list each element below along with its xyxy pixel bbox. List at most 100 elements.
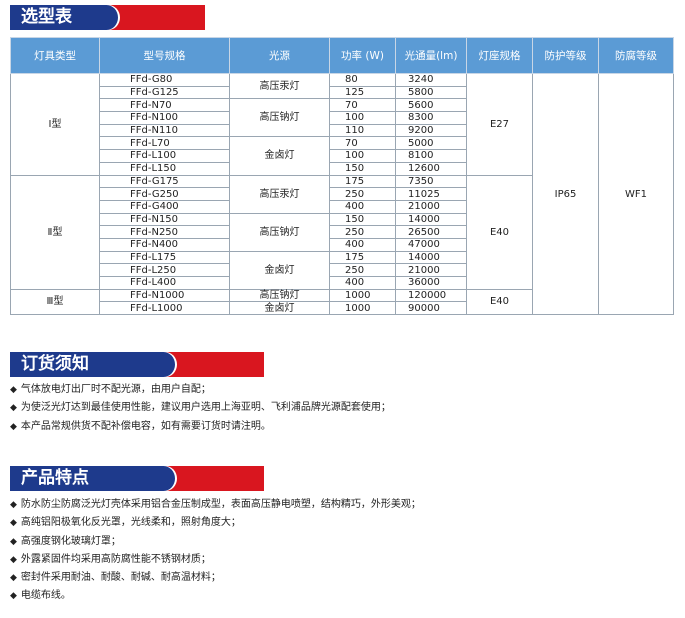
diamond-bullet-icon: ◆ <box>10 421 17 432</box>
flux-cell: 21000 <box>395 199 467 214</box>
model-cell: FFd-N1000 <box>99 288 230 303</box>
list-item-text: 高纯铝阳极氧化反光罩，光线柔和，照射角度大； <box>20 517 241 529</box>
list-item: ◆ 高强度钢化玻璃灯罩； <box>10 533 421 551</box>
flux-cell: 9200 <box>395 123 467 138</box>
table-row: FFd-G125 125 5800 <box>11 85 674 100</box>
section-title: 选型表 <box>10 5 118 30</box>
table-row: FFd-L400 400 36000 <box>11 276 674 290</box>
flux-cell: 14000 <box>395 212 467 227</box>
table-row: FFd-G400 400 21000 <box>11 199 674 214</box>
flux-cell: 7350 <box>395 174 467 189</box>
features-list: ◆ 防水防尘防腐泛光灯壳体采用铝合金压制成型，表面高压静电喷塑，结构精巧，外形美观… <box>10 496 421 606</box>
light-source: 高压汞灯 <box>229 174 330 214</box>
flux-cell: 12600 <box>395 161 467 176</box>
flux-cell: 5600 <box>395 98 467 113</box>
power-cell: 1000 <box>329 301 396 316</box>
list-item-text: 防水防尘防腐泛光灯壳体采用铝合金压制成型，表面高压静电喷塑，结构精巧，外形美观； <box>20 499 421 510</box>
column-header: 防护等级 <box>532 37 599 74</box>
column-header: 防腐等级 <box>598 37 674 74</box>
flux-cell: 14000 <box>395 250 467 265</box>
lamp-type: Ⅲ型 <box>10 288 100 316</box>
model-cell: FFd-L100 <box>99 149 230 163</box>
model-cell: FFd-N400 <box>99 237 230 252</box>
power-cell: 175 <box>329 250 396 265</box>
list-item-text: 本产品常规供货不配补偿电容，如有需要订货时请注明。 <box>20 420 271 432</box>
flux-cell: 90000 <box>395 301 467 316</box>
diamond-bullet-icon: ◆ <box>10 500 17 510</box>
power-cell: 150 <box>329 212 396 227</box>
power-cell: 100 <box>329 149 396 163</box>
list-item-text: 高强度钢化玻璃灯罩； <box>20 535 121 547</box>
light-source: 金卤灯 <box>229 250 330 290</box>
selection-table: 灯具类型 型号规格 光源 功率 (W) 光通量(lm) 灯座规格 防护等级 防腐等级 Ⅰ型 FF… <box>10 37 674 316</box>
lamp-type: Ⅰ型 <box>10 73 100 176</box>
model-cell: FFd-L150 <box>99 161 230 176</box>
model-cell: FFd-G250 <box>99 187 230 201</box>
column-header: 功率 (W) <box>329 37 396 74</box>
list-item: ◆ 本产品常规供货不配补偿电容，如有需要订货时请注明。 <box>10 418 391 436</box>
power-cell: 80 <box>329 73 396 87</box>
flux-cell: 5800 <box>395 85 467 100</box>
model-cell: FFd-L400 <box>99 276 230 290</box>
socket-cell: E40 <box>466 288 533 316</box>
model-cell: FFd-L175 <box>99 250 230 265</box>
list-item-text: 为使泛光灯达到最佳使用性能，建议用户选用上海亚明、飞利浦品牌光源配套使用； <box>20 402 391 414</box>
flux-cell: 47000 <box>395 237 467 252</box>
flux-cell: 8300 <box>395 111 467 125</box>
column-header: 型号规格 <box>99 37 230 74</box>
list-item: ◆ 外露紧固件均采用高防腐性能不锈钢材质； <box>10 551 421 569</box>
power-cell: 1000 <box>329 288 396 303</box>
light-source: 高压汞灯 <box>229 72 330 100</box>
model-cell: FFd-G400 <box>99 199 230 214</box>
flux-cell: 11025 <box>395 187 467 201</box>
power-cell: 400 <box>329 199 396 214</box>
flux-cell: 8100 <box>395 149 467 163</box>
list-item: ◆ 为使泛光灯达到最佳使用性能，建议用户选用上海亚明、飞利浦品牌光源配套使用； <box>10 399 391 417</box>
list-item-text: 气体放电灯出厂时不配光源，由用户自配； <box>20 384 211 395</box>
light-source: 高压钠灯 <box>229 212 330 252</box>
list-item-text: 电缆布线。 <box>20 590 71 602</box>
column-header: 光源 <box>229 37 330 74</box>
model-cell: FFd-G80 <box>99 73 230 87</box>
power-cell: 250 <box>329 225 396 239</box>
diamond-bullet-icon: ◆ <box>10 385 17 395</box>
power-cell: 110 <box>329 123 396 138</box>
power-cell: 150 <box>329 161 396 176</box>
model-cell: FFd-L1000 <box>99 301 230 316</box>
list-item-text: 外露紧固件均采用高防腐性能不锈钢材质； <box>20 553 211 565</box>
socket-cell: E40 <box>466 174 533 290</box>
column-header: 灯具类型 <box>10 37 100 74</box>
model-cell: FFd-N150 <box>99 212 230 227</box>
power-cell: 250 <box>329 263 396 277</box>
power-cell: 125 <box>329 85 396 100</box>
list-item-text: 密封件采用耐油、耐酸、耐碱、耐高温材料； <box>20 572 221 584</box>
diamond-bullet-icon: ◆ <box>10 403 17 414</box>
table-row: FFd-N150 高压钠灯 150 14000 <box>11 212 674 252</box>
diamond-bullet-icon: ◆ <box>10 536 17 547</box>
light-source: 高压钠灯 <box>229 98 330 138</box>
flux-cell: 5000 <box>395 136 467 151</box>
table-row: FFd-L1000 金卤灯 1000 90000 <box>11 301 674 316</box>
power-cell: 70 <box>329 136 396 151</box>
ordering-notes-list: ◆ 气体放电灯出厂时不配光源，由用户自配； ◆ 为使泛光灯达到最佳使用性能，建议用户选… <box>10 381 391 436</box>
flux-cell: 3240 <box>395 73 467 87</box>
model-cell: FFd-N250 <box>99 225 230 239</box>
section-header-ordering: 订货须知 <box>10 352 264 377</box>
list-item: ◆ 密封件采用耐油、耐酸、耐碱、耐高温材料； <box>10 569 421 587</box>
light-source: 金卤灯 <box>229 136 330 176</box>
list-item: ◆ 防水防尘防腐泛光灯壳体采用铝合金压制成型，表面高压静电喷塑，结构精巧，外形美观… <box>10 496 421 514</box>
column-header: 光通量(lm) <box>395 37 467 74</box>
power-cell: 175 <box>329 174 396 189</box>
table-header-row: 灯具类型 型号规格 光源 功率 (W) 光通量(lm) 灯座规格 防护等级 防腐等级 <box>10 37 674 74</box>
power-cell: 400 <box>329 237 396 252</box>
flux-cell: 120000 <box>395 288 467 303</box>
lamp-type: Ⅱ型 <box>10 174 100 290</box>
model-cell: FFd-L70 <box>99 136 230 151</box>
flux-cell: 21000 <box>395 263 467 277</box>
diamond-bullet-icon: ◆ <box>10 554 17 565</box>
section-header-selection: 选型表 <box>10 5 205 30</box>
corrosion-grade: WF1 <box>598 72 674 316</box>
light-source: 金卤灯 <box>229 301 330 316</box>
diamond-bullet-icon: ◆ <box>10 591 17 602</box>
socket-cell: E27 <box>466 73 533 176</box>
